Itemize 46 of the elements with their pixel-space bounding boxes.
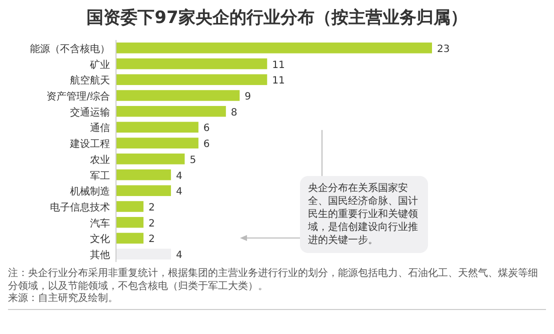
data-label: 2 xyxy=(148,234,155,246)
text: 注：央企行业分布采用非重复统计，根据集团的主营业务进行行业的划分，能源包括电力、石油化工、天然气、煤炭等细分领域，以及节能领域，不包含核电（归类于军工大类）。 xyxy=(8,268,539,292)
data-label: 5 xyxy=(190,154,196,166)
bar xyxy=(116,74,268,86)
data-label: 11 xyxy=(272,60,285,71)
chart-title: 国资委下97家央企的行业分布（按主营业务归属） xyxy=(86,7,468,29)
y-tick-label: 能源（不含核电） xyxy=(30,42,110,55)
y-tick-label: 矿业 xyxy=(89,58,110,71)
y-tick-label: 文化 xyxy=(90,233,110,246)
y-tick-label: 航空航天 xyxy=(70,74,110,87)
bar xyxy=(116,201,144,212)
y-tick-label: 农业 xyxy=(90,154,110,166)
y-tick-label: 汽车 xyxy=(90,217,110,230)
y-tick-label: 资产管理/综合 xyxy=(46,90,110,102)
data-label: 4 xyxy=(176,250,182,262)
bar xyxy=(116,138,198,148)
y-tick-label: 交通运输 xyxy=(70,106,110,118)
bar xyxy=(116,232,144,244)
y-tick-label: 其他 xyxy=(90,249,110,262)
data-label: 4 xyxy=(176,186,182,198)
data-label: 2 xyxy=(148,218,155,230)
bar xyxy=(116,216,144,228)
data-label: 9 xyxy=(244,92,252,102)
bar xyxy=(116,122,198,133)
bar xyxy=(116,248,171,260)
bar xyxy=(116,154,185,164)
source-note: 来源：自主研究及绘制。 xyxy=(8,293,119,306)
y-tick-label: 机械制造 xyxy=(70,186,110,198)
data-label: 11 xyxy=(272,76,285,87)
y-tick-label: 军工 xyxy=(90,170,110,182)
bar xyxy=(116,90,240,101)
bar xyxy=(116,185,171,196)
bar xyxy=(116,106,226,117)
annotation: 央企分布在关系国家安全、国民经济命脉、国计民生的重要行业和关键领域，是信创建设向行业推进的关键一步。 xyxy=(300,176,428,253)
y-tick-label: 电子信息技术 xyxy=(50,202,110,214)
data-label: 6 xyxy=(203,139,210,150)
bar xyxy=(116,58,268,70)
data-label: 6 xyxy=(203,123,210,134)
y-tick-label: 建设工程 xyxy=(69,138,110,150)
data-label: 23 xyxy=(437,44,450,55)
y-tick-label: 通信 xyxy=(90,122,110,134)
data-label: 8 xyxy=(230,107,238,118)
data-label: 4 xyxy=(176,170,182,182)
bar xyxy=(116,169,171,180)
data-label: 2 xyxy=(148,202,155,214)
bar xyxy=(116,42,432,54)
